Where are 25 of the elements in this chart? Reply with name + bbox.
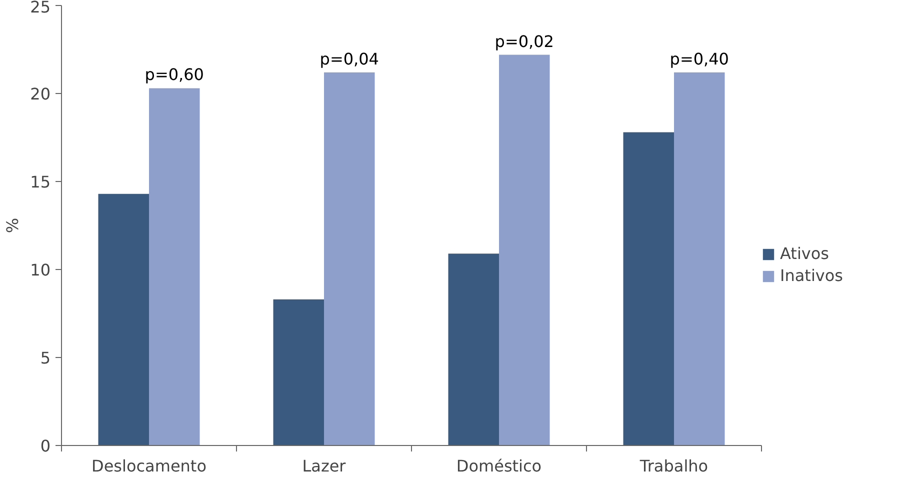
annotation: p=0,04: [320, 49, 379, 68]
legend-label: Ativos: [780, 244, 829, 263]
x-tick-label: Trabalho: [638, 456, 708, 476]
annotation: p=0,02: [494, 32, 554, 51]
x-tick-label: Doméstico: [456, 456, 542, 476]
y-axis-title: %: [3, 218, 22, 234]
y-tick-label: 5: [40, 348, 51, 368]
y-tick-label: 10: [30, 260, 50, 280]
x-tick-label: Lazer: [302, 456, 346, 476]
bar: [448, 254, 499, 446]
annotation: p=0,60: [144, 65, 204, 84]
bar: [499, 54, 550, 446]
bar: [324, 72, 375, 446]
y-tick-label: 25: [30, 0, 50, 16]
bar: [149, 88, 200, 446]
y-tick-label: 15: [30, 172, 50, 192]
y-tick-label: 0: [40, 436, 51, 456]
bar: [623, 132, 674, 446]
bar: [674, 72, 725, 446]
legend-label: Inativos: [780, 266, 843, 285]
bar: [273, 299, 324, 446]
y-tick-label: 20: [30, 84, 50, 104]
annotation: p=0,40: [670, 49, 729, 68]
bar: [98, 194, 149, 446]
x-tick-label: Deslocamento: [92, 456, 206, 476]
